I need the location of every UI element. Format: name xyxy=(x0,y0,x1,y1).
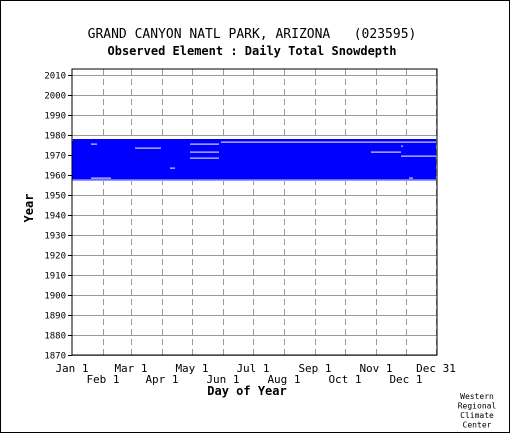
coverage-gap xyxy=(91,143,97,145)
coverage-gap xyxy=(371,151,401,153)
x-tick-label: Nov 1 xyxy=(359,362,392,375)
y-tick-label: 1930 xyxy=(44,232,66,242)
coverage-gap xyxy=(190,151,219,153)
coverage-gap xyxy=(135,147,161,149)
y-axis-label: Year xyxy=(22,194,36,223)
coverage-gap xyxy=(190,157,219,159)
y-tick-label: 1880 xyxy=(44,332,66,342)
y-tick-label: 1900 xyxy=(44,292,66,302)
x-axis-label: Day of Year xyxy=(207,384,286,398)
y-tick-label: 1990 xyxy=(44,112,66,122)
y-tick-label: 1950 xyxy=(44,192,66,202)
coverage-gap xyxy=(409,177,413,179)
x-tick-label: Jul 1 xyxy=(236,362,269,375)
y-tick-label: 1890 xyxy=(44,312,66,322)
chart-title: GRAND CANYON NATL PARK, ARIZONA (023595) xyxy=(88,27,417,42)
x-tick-label: Jan 1 xyxy=(55,362,88,375)
credit-line: Center xyxy=(463,421,492,430)
coverage-gap xyxy=(401,155,436,157)
coverage-gap xyxy=(170,167,175,169)
y-tick-label: 1940 xyxy=(44,212,66,222)
x-tick-label: Oct 1 xyxy=(328,373,361,386)
y-ticks: 2010 2000 1990 1980 1970 1960 1950 1940 1930 1920… xyxy=(44,72,72,362)
y-tick-label: 1920 xyxy=(44,252,66,262)
credit-line: Western xyxy=(460,392,494,401)
chart-subtitle: Observed Element : Daily Total Snowdepth xyxy=(108,44,397,58)
coverage-gap xyxy=(190,143,219,145)
data-coverage xyxy=(72,139,436,181)
x-tick-label: Feb 1 xyxy=(86,373,119,386)
coverage-block xyxy=(72,139,436,181)
x-tick-label: Sep 1 xyxy=(298,362,331,375)
y-tick-label: 2010 xyxy=(44,72,66,82)
x-tick-label: Apr 1 xyxy=(145,373,178,386)
coverage-gap xyxy=(221,141,436,143)
x-tick-label: Dec 1 xyxy=(389,373,422,386)
y-tick-label: 1910 xyxy=(44,272,66,282)
credit-line: Climate xyxy=(460,411,494,420)
y-tick-label: 1980 xyxy=(44,132,66,142)
y-tick-label: 1960 xyxy=(44,172,66,182)
coverage-gap xyxy=(91,177,111,179)
x-tick-label: Dec 31 xyxy=(416,362,456,375)
coverage-gap xyxy=(401,145,403,147)
credit-line: Regional xyxy=(458,402,497,411)
y-tick-label: 1870 xyxy=(44,352,66,362)
x-tick-label: Jun 1 xyxy=(206,373,239,386)
x-tick-label: May 1 xyxy=(175,362,208,375)
plot-area-border xyxy=(71,68,438,356)
x-ticks: Jan 1 Mar 1 May 1 Jul 1 Sep 1 Nov 1 Dec 31 Feb … xyxy=(55,362,455,386)
grid xyxy=(72,69,437,356)
y-tick-label: 1970 xyxy=(44,152,66,162)
x-tick-label: Aug 1 xyxy=(267,373,300,386)
x-tick-label: Mar 1 xyxy=(114,362,147,375)
coverage-gap xyxy=(72,179,436,181)
y-tick-label: 2000 xyxy=(44,92,66,102)
